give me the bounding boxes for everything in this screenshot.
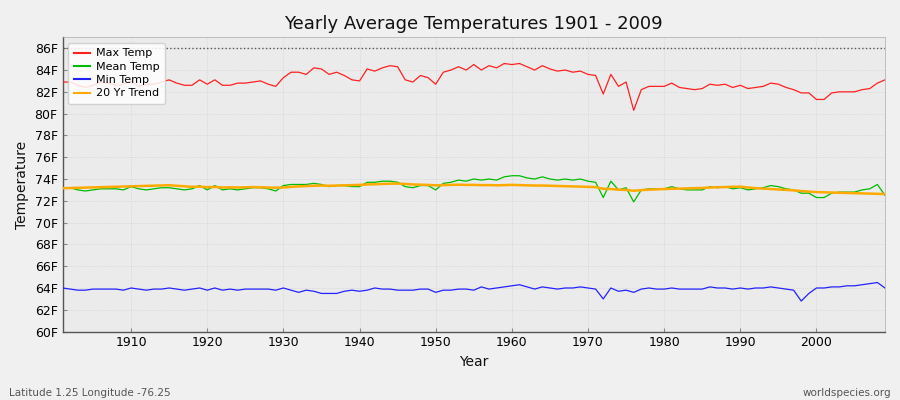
Text: Latitude 1.25 Longitude -76.25: Latitude 1.25 Longitude -76.25	[9, 388, 171, 398]
Y-axis label: Temperature: Temperature	[15, 140, 29, 228]
X-axis label: Year: Year	[459, 355, 489, 369]
Legend: Max Temp, Mean Temp, Min Temp, 20 Yr Trend: Max Temp, Mean Temp, Min Temp, 20 Yr Tre…	[68, 43, 165, 104]
Title: Yearly Average Temperatures 1901 - 2009: Yearly Average Temperatures 1901 - 2009	[284, 15, 663, 33]
Text: worldspecies.org: worldspecies.org	[803, 388, 891, 398]
